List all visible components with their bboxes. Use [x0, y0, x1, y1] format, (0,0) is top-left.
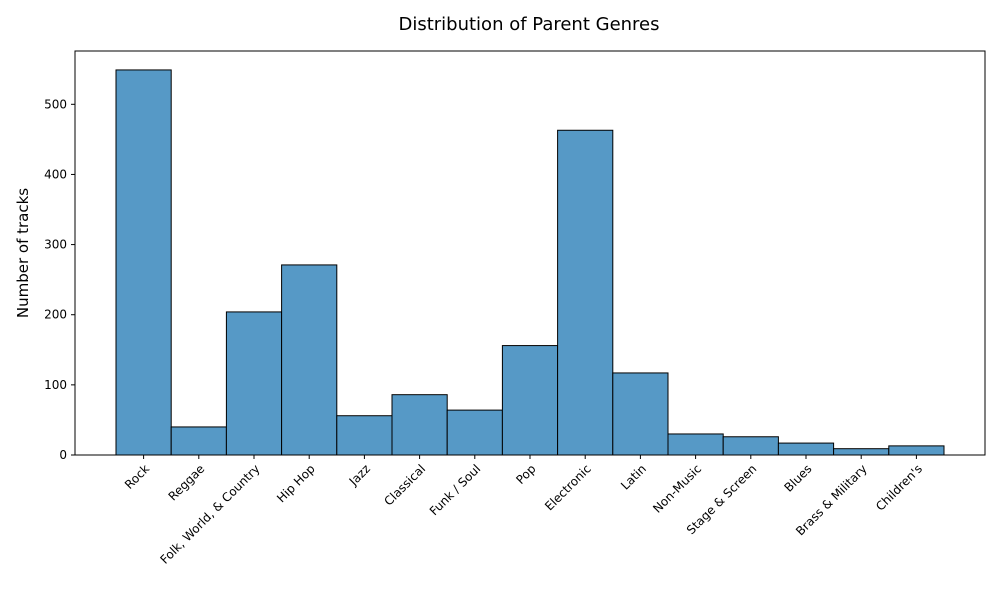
bar-rock	[115, 69, 172, 456]
y-tick-label: 200	[44, 308, 67, 322]
x-tick-label: Electronic	[542, 462, 594, 514]
bar-blues	[777, 442, 835, 456]
bar-pop	[501, 345, 559, 456]
bar-classical	[391, 394, 448, 456]
bar-jazz	[336, 415, 393, 456]
bar-electronic	[557, 129, 614, 456]
bar-hip-hop	[281, 264, 338, 456]
bar-funk-soul	[446, 409, 503, 456]
y-tick-label: 100	[44, 378, 67, 392]
x-tick-label: Hip Hop	[274, 462, 318, 506]
y-axis-label: Number of tracks	[14, 188, 32, 318]
x-tick-label: Rock	[122, 462, 152, 492]
x-tick-label: Folk, World, & Country	[158, 462, 263, 567]
bar-latin	[612, 372, 669, 456]
x-tick-label: Reggae	[166, 462, 208, 504]
y-tick-label: 500	[44, 97, 67, 111]
bar-non-music	[667, 433, 724, 456]
y-tick-label: 300	[44, 238, 67, 252]
x-tick-label: Blues	[781, 462, 814, 495]
bars-group	[115, 69, 945, 456]
y-tick-label: 400	[44, 167, 67, 181]
y-tick-label: 0	[59, 448, 67, 462]
x-tick-label: Funk / Soul	[427, 462, 484, 519]
x-tick-label: Jazz	[346, 462, 373, 489]
chart-title: Distribution of Parent Genres	[398, 14, 659, 35]
x-tick-label: Latin	[618, 462, 649, 493]
x-tick-label: Classical	[381, 462, 428, 509]
plot-frame	[74, 50, 986, 456]
x-tick-label: Children's	[873, 462, 925, 514]
bar-brass-military	[833, 448, 890, 456]
bar-folk-world-country	[225, 311, 283, 456]
y-ticks-group: 0 100 200 300 400 500	[44, 97, 75, 462]
x-tick-label: Pop	[513, 462, 538, 487]
x-tick-label: Non-Music	[650, 462, 704, 516]
bar-children-s	[888, 445, 945, 456]
bar-stage-screen	[722, 436, 779, 456]
bar-reggae	[170, 426, 227, 456]
